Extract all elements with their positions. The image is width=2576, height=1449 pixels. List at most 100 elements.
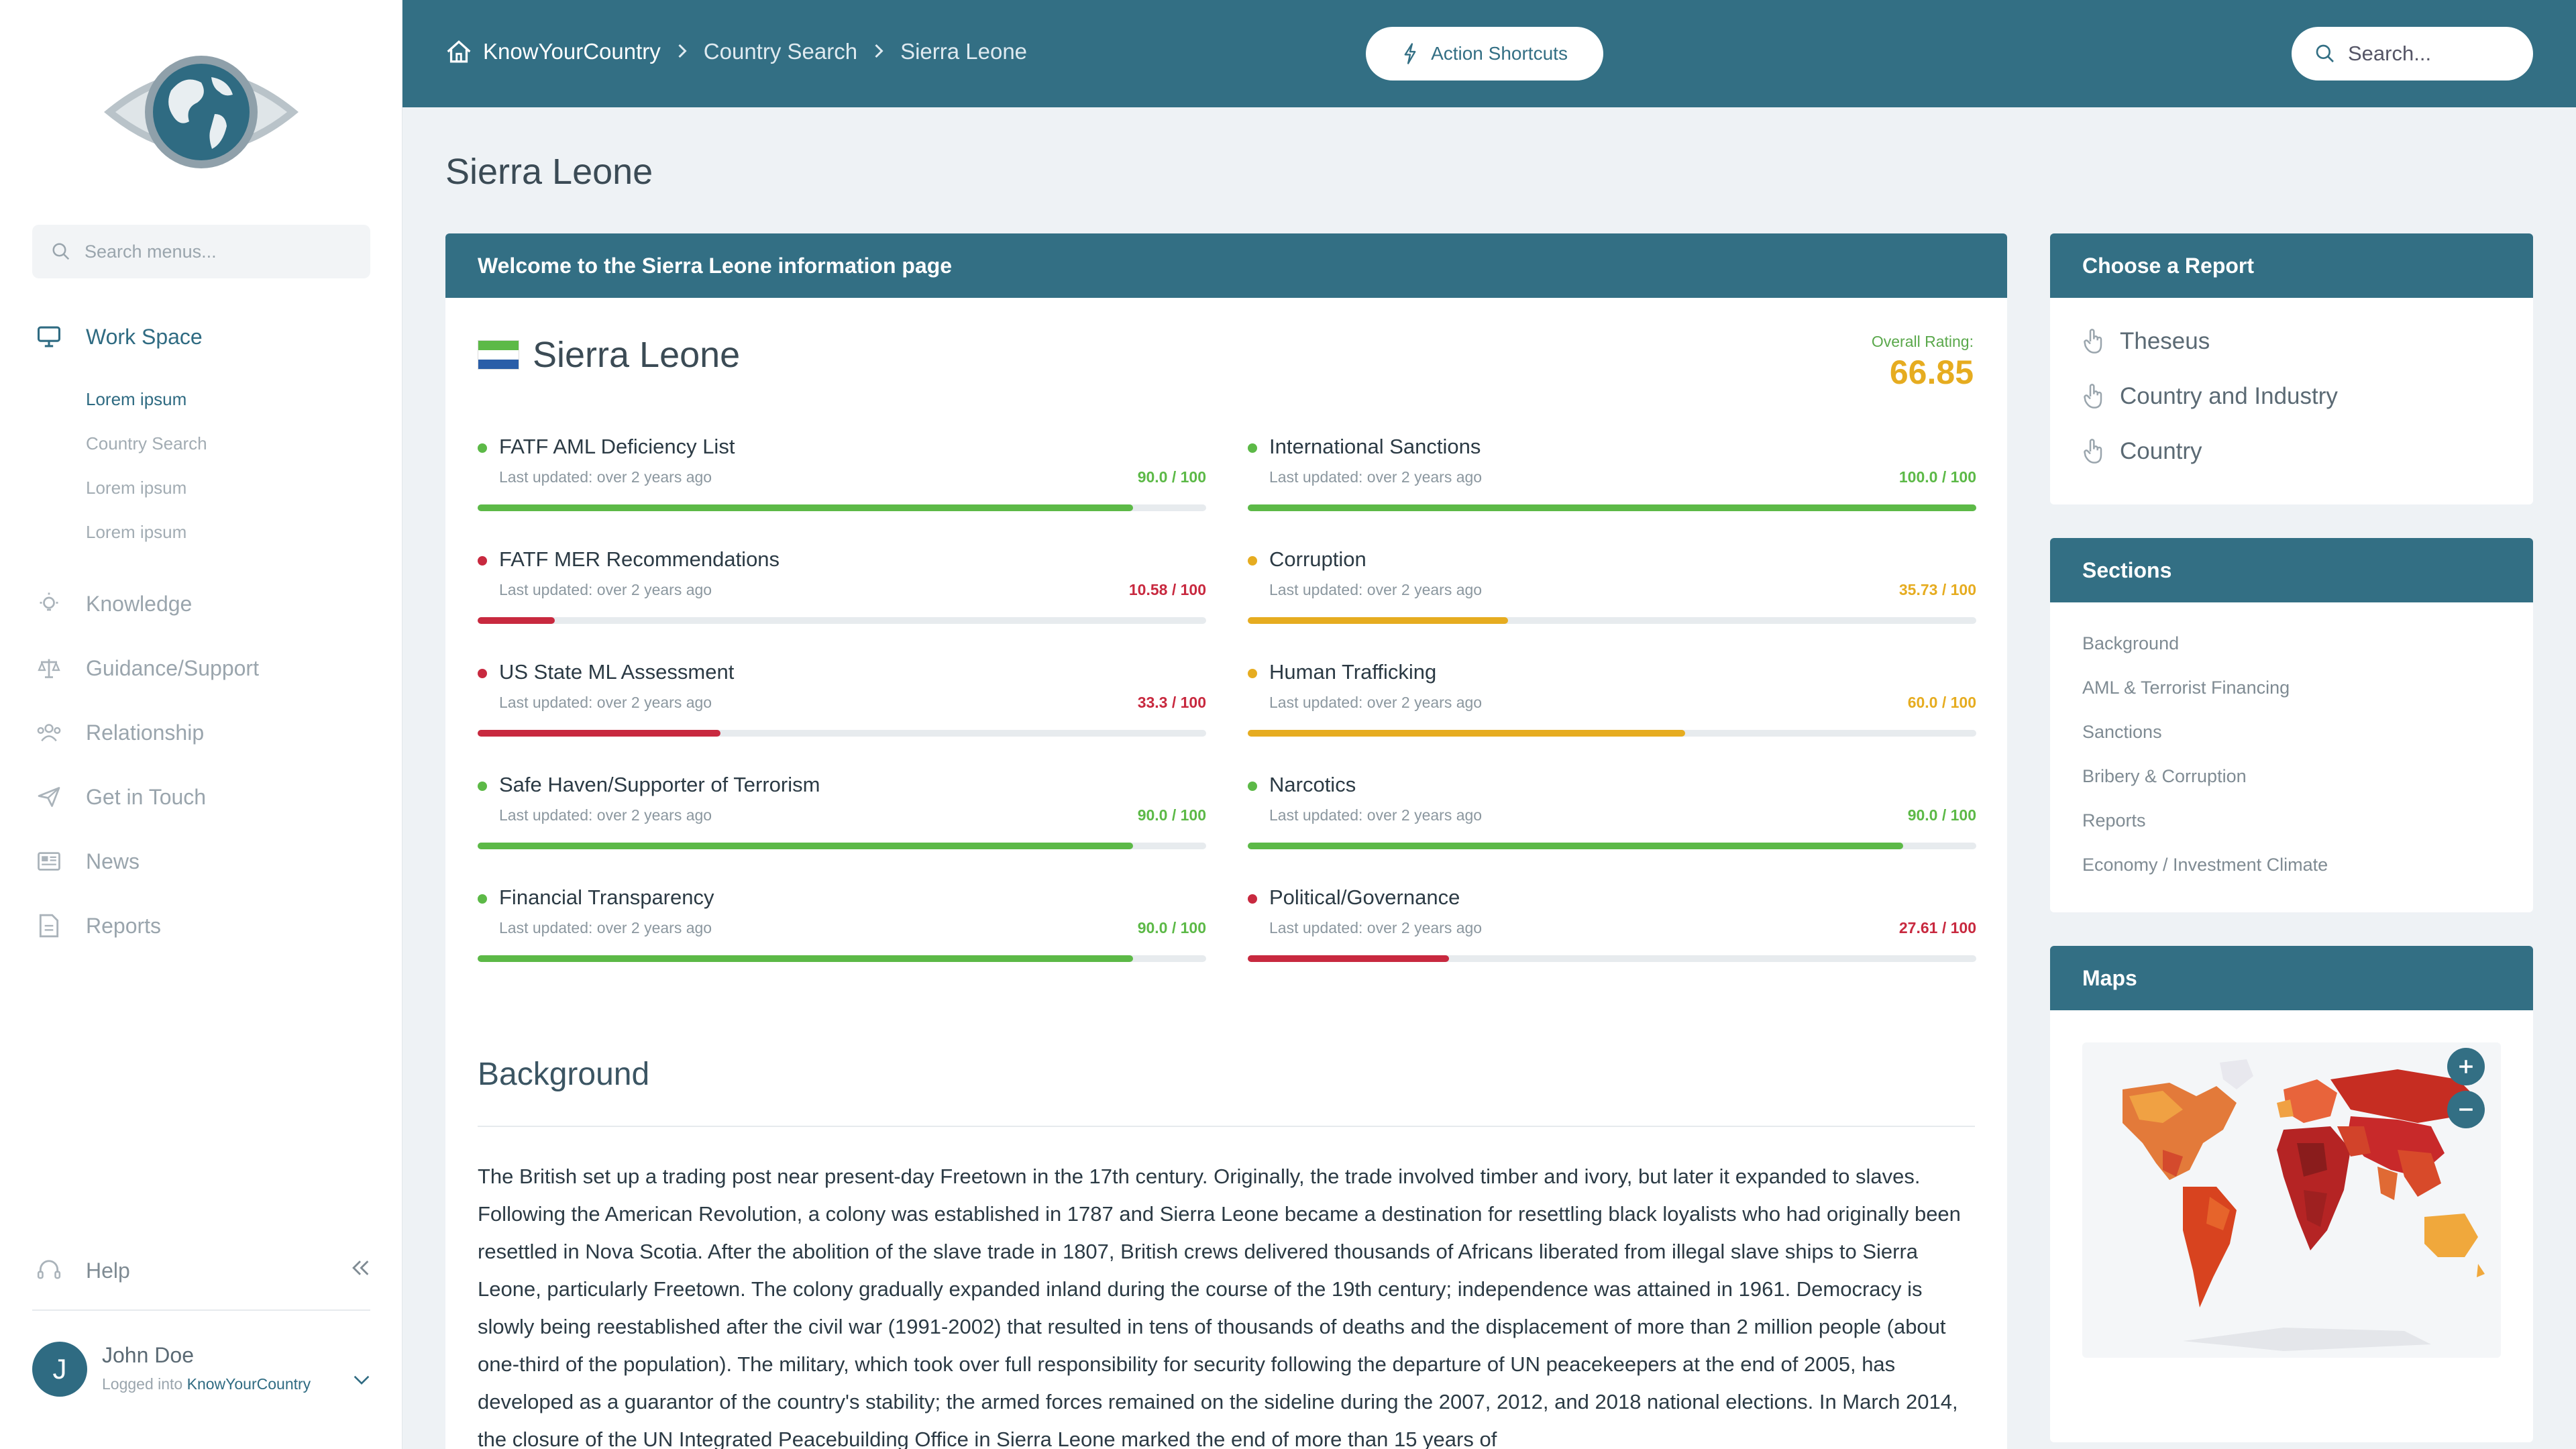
- section-background[interactable]: Background: [2082, 633, 2180, 653]
- chevron-down-icon: [354, 1375, 370, 1385]
- metric-fatf-aml-deficiency-list[interactable]: FATF AML Deficiency List Last updated: ov…: [478, 435, 1206, 535]
- metric-financial-transparency[interactable]: Financial Transparency Last updated: over…: [478, 885, 1206, 986]
- lightbulb-icon: [35, 590, 63, 618]
- sierra-leone-flag-icon: [478, 340, 519, 370]
- metric-political-governance[interactable]: Political/Governance Last updated: over 2…: [1248, 885, 1976, 986]
- status-dot: [1248, 894, 1257, 904]
- sections-header: Sections: [2050, 538, 2533, 602]
- report-theseus[interactable]: Theseus: [2050, 314, 2533, 369]
- metric-progress-fill: [1248, 730, 1685, 737]
- users-icon: [35, 718, 63, 747]
- monitor-icon: [35, 323, 63, 351]
- overall-rating-label: Overall Rating:: [1871, 333, 1974, 350]
- section-sanctions[interactable]: Sanctions: [2082, 721, 2162, 742]
- section-aml-terrorist-financing[interactable]: AML & Terrorist Financing: [2082, 677, 2290, 698]
- status-dot: [1248, 669, 1257, 678]
- metric-name: Safe Haven/Supporter of Terrorism: [499, 773, 820, 796]
- user-menu-toggle[interactable]: [353, 1374, 370, 1389]
- metric-narcotics[interactable]: Narcotics Last updated: over 2 years ago 9…: [1248, 773, 1976, 873]
- double-chevron-left-icon: [352, 1260, 369, 1275]
- metric-progress-fill: [478, 730, 720, 737]
- metric-progress-fill: [478, 955, 1134, 962]
- hand-pointer-icon: [2084, 439, 2102, 464]
- sidebar-item-relationship[interactable]: Relationship: [35, 712, 204, 753]
- metric-corruption[interactable]: Corruption Last updated: over 2 years ago…: [1248, 547, 1976, 648]
- metric-updated: Last updated: over 2 years ago: [499, 694, 712, 711]
- scales-icon: [35, 654, 63, 682]
- metric-updated: Last updated: over 2 years ago: [1269, 919, 1483, 936]
- section-economy[interactable]: Economy / Investment Climate: [2082, 854, 2328, 875]
- metric-progress-track: [478, 955, 1206, 962]
- breadcrumb-country-search[interactable]: Country Search: [703, 39, 858, 64]
- metric-progress-track: [1248, 730, 1976, 737]
- country-name: Sierra Leone: [533, 335, 741, 375]
- search-icon: [2316, 44, 2334, 62]
- metric-name: Corruption: [1269, 547, 1366, 571]
- report-label: Country and Industry: [2120, 383, 2338, 409]
- metric-score: 90.0 / 100: [1907, 806, 1976, 824]
- report-country[interactable]: Country: [2050, 424, 2533, 479]
- breadcrumb-home[interactable]: KnowYourCountry: [445, 39, 661, 64]
- metric-name: FATF AML Deficiency List: [499, 435, 735, 458]
- metric-human-trafficking[interactable]: Human Trafficking Last updated: over 2 ye…: [1248, 660, 1976, 761]
- sidebar-item-news[interactable]: News: [35, 841, 140, 881]
- hand-pointer-icon: [2084, 329, 2102, 354]
- sidebar-item-get-in-touch[interactable]: Get in Touch: [35, 777, 206, 817]
- eye-globe-logo[interactable]: [101, 50, 302, 174]
- subitem-lorem-ipsum-3[interactable]: Lorem ipsum: [86, 522, 187, 542]
- status-dot: [478, 669, 487, 678]
- metric-updated: Last updated: over 2 years ago: [1269, 581, 1483, 598]
- sidebar-item-reports[interactable]: Reports: [35, 906, 161, 946]
- sidebar-divider: [32, 1309, 370, 1311]
- world-risk-map[interactable]: [2082, 1042, 2501, 1358]
- metric-us-state-ml-assessment[interactable]: US State ML Assessment Last updated: over…: [478, 660, 1206, 761]
- choose-report-card: Choose a Report Theseus Country and Indu…: [2050, 233, 2533, 504]
- subitem-lorem-ipsum-2[interactable]: Lorem ipsum: [86, 478, 187, 498]
- metric-fatf-mer-recommendations[interactable]: FATF MER Recommendations Last updated: ov…: [478, 547, 1206, 648]
- help-link[interactable]: Help: [35, 1250, 130, 1291]
- section-bribery-corruption[interactable]: Bribery & Corruption: [2082, 765, 2247, 786]
- hand-pointer-icon: [2084, 384, 2102, 409]
- sidebar-item-knowledge[interactable]: Knowledge: [35, 584, 192, 624]
- minus-icon: [2459, 1108, 2473, 1111]
- global-search-input[interactable]: Search...: [2292, 27, 2533, 80]
- menu-search-placeholder: Search menus...: [85, 241, 217, 262]
- metric-progress-track: [478, 843, 1206, 849]
- collapse-sidebar-button[interactable]: [349, 1258, 372, 1284]
- status-dot: [478, 556, 487, 566]
- section-reports[interactable]: Reports: [2082, 810, 2146, 830]
- metric-score: 35.73 / 100: [1898, 581, 1976, 598]
- metric-name: US State ML Assessment: [499, 660, 735, 684]
- page-title: Sierra Leone: [445, 152, 653, 192]
- sidebar-item-guidance-support[interactable]: Guidance/Support: [35, 648, 259, 688]
- zoom-out-button[interactable]: [2447, 1091, 2485, 1128]
- metric-name: Human Trafficking: [1269, 660, 1437, 684]
- metric-progress-fill: [1248, 617, 1509, 624]
- metric-score: 10.58 / 100: [1128, 581, 1206, 598]
- zoom-in-button[interactable]: [2447, 1048, 2485, 1085]
- action-shortcuts-button[interactable]: Action Shortcuts: [1366, 27, 1603, 80]
- metric-progress-track: [478, 504, 1206, 511]
- metric-progress-fill: [478, 617, 555, 624]
- logged-prefix: Logged into: [102, 1375, 183, 1393]
- avatar[interactable]: J: [32, 1342, 87, 1397]
- metric-score: 90.0 / 100: [1137, 806, 1206, 824]
- sections-card: Sections Background AML & Terrorist Fina…: [2050, 538, 2533, 912]
- sidebar-item-work-space[interactable]: Work Space: [35, 317, 203, 357]
- metric-name: Political/Governance: [1269, 885, 1460, 909]
- metric-progress-fill: [478, 504, 1134, 511]
- metric-safe-haven-supporter-of-terrorism[interactable]: Safe Haven/Supporter of Terrorism Last up…: [478, 773, 1206, 873]
- user-name: John Doe: [102, 1343, 194, 1367]
- report-country-and-industry[interactable]: Country and Industry: [2050, 369, 2533, 424]
- newspaper-icon: [35, 847, 63, 875]
- subitem-country-search[interactable]: Country Search: [86, 433, 207, 453]
- home-icon: [447, 40, 471, 63]
- subitem-lorem-ipsum-1[interactable]: Lorem ipsum: [86, 389, 187, 409]
- menu-search-input[interactable]: Search menus...: [32, 225, 370, 278]
- metric-name: Narcotics: [1269, 773, 1356, 796]
- metric-updated: Last updated: over 2 years ago: [1269, 694, 1483, 711]
- status-dot: [1248, 782, 1257, 791]
- metric-international-sanctions[interactable]: International Sanctions Last updated: ove…: [1248, 435, 1976, 535]
- sidebar-item-label: Get in Touch: [86, 784, 207, 809]
- action-shortcuts-label: Action Shortcuts: [1431, 43, 1568, 64]
